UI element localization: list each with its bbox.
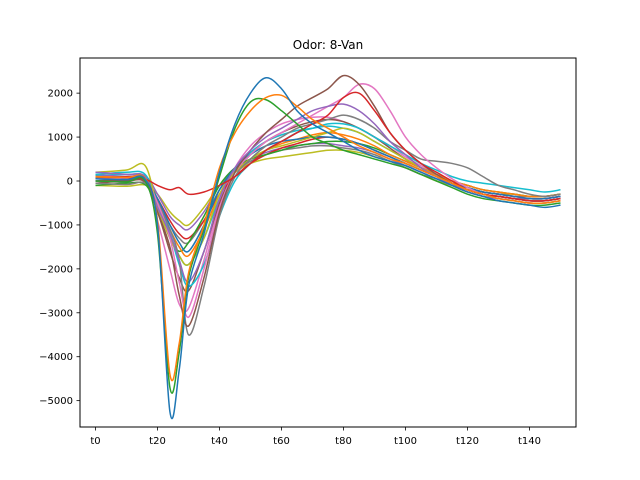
plot-frame [79,57,577,428]
x-tick-label: t80 [335,436,352,447]
series-line-2 [95,93,561,382]
x-tick-label: t0 [90,436,100,447]
y-tick-label: −1000 [39,220,73,231]
series-line-3 [95,97,561,394]
y-tick-label: −3000 [39,308,73,319]
y-tick-label: −5000 [39,396,73,407]
x-tick-label: t100 [394,436,417,447]
series-line-1 [95,77,561,420]
y-tick-label: −4000 [39,352,73,363]
series-lines [95,74,561,420]
chart-title: Odor: 8-Van [293,38,363,52]
y-tick-label: 0 [67,177,73,188]
x-tick-label: t140 [518,436,541,447]
x-tick-label: t20 [149,436,166,447]
y-tick-label: 2000 [48,89,73,100]
y-tick-label: 1000 [48,133,73,144]
y-tick-label: −2000 [39,264,73,275]
x-tick-label: t40 [211,436,228,447]
x-axis-ticks: t0 t20 t40 t60 t80 t100 t120 t140 [90,427,541,447]
y-axis-ticks: −5000 −4000 −3000 −2000 −1000 0 1000 2000 [39,89,80,407]
x-tick-label: t60 [273,436,290,447]
series-line-11 [95,136,561,253]
x-tick-label: t120 [456,436,479,447]
